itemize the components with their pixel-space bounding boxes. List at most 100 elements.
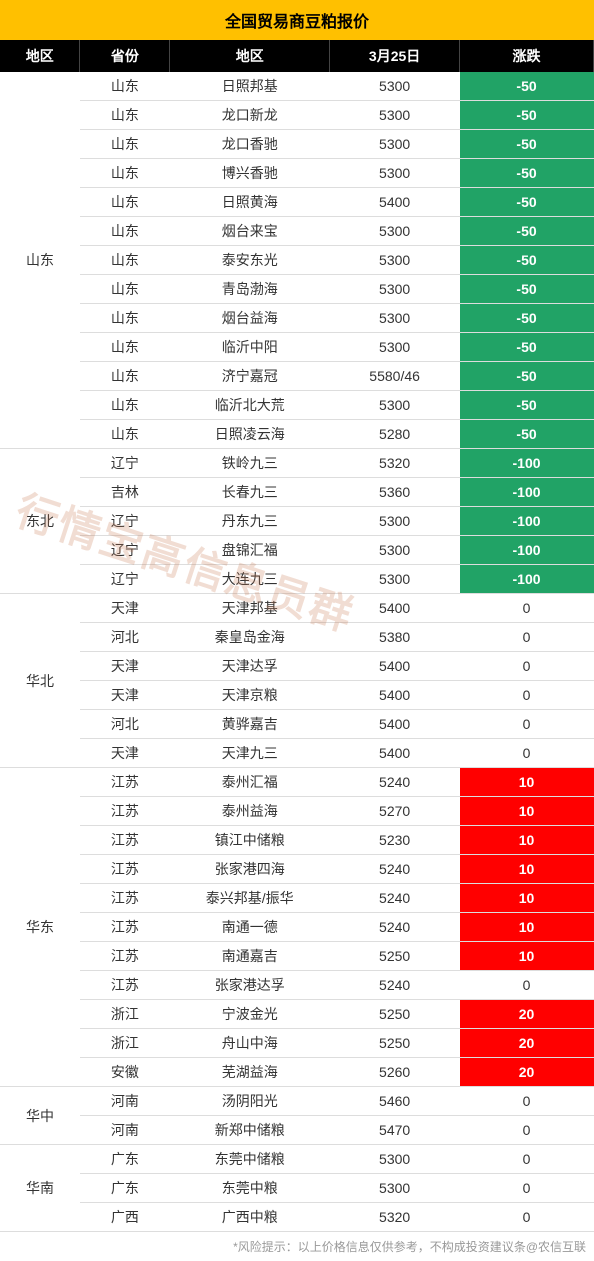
price-cell: 5580/46: [330, 362, 460, 391]
province-cell: 山东: [80, 246, 170, 275]
location-cell: 泰州汇福: [170, 768, 330, 797]
price-cell: 5360: [330, 478, 460, 507]
change-cell: -50: [460, 420, 594, 449]
table-row: 河南新郑中储粮54700: [0, 1116, 594, 1145]
table-row: 山东龙口香驰5300-50: [0, 130, 594, 159]
location-cell: 长春九三: [170, 478, 330, 507]
price-cell: 5300: [330, 333, 460, 362]
table-row: 山东泰安东光5300-50: [0, 246, 594, 275]
location-cell: 南通一德: [170, 913, 330, 942]
table-row: 江苏泰兴邦基/振华524010: [0, 884, 594, 913]
table-row: 华中河南汤阴阳光54600: [0, 1087, 594, 1116]
location-cell: 大连九三: [170, 565, 330, 594]
price-cell: 5320: [330, 1203, 460, 1232]
table-row: 辽宁盘锦汇福5300-100: [0, 536, 594, 565]
table-row: 山东山东日照邦基5300-50: [0, 72, 594, 101]
price-cell: 5300: [330, 101, 460, 130]
location-cell: 舟山中海: [170, 1029, 330, 1058]
price-cell: 5230: [330, 826, 460, 855]
change-cell: -100: [460, 507, 594, 536]
province-cell: 江苏: [80, 913, 170, 942]
location-cell: 天津京粮: [170, 681, 330, 710]
price-cell: 5300: [330, 304, 460, 333]
location-cell: 博兴香驰: [170, 159, 330, 188]
location-cell: 泰兴邦基/振华: [170, 884, 330, 913]
table-row: 山东青岛渤海5300-50: [0, 275, 594, 304]
th-location: 地区: [170, 40, 330, 72]
table-row: 辽宁大连九三5300-100: [0, 565, 594, 594]
price-cell: 5400: [330, 652, 460, 681]
location-cell: 青岛渤海: [170, 275, 330, 304]
change-cell: -50: [460, 101, 594, 130]
location-cell: 汤阴阳光: [170, 1087, 330, 1116]
table-row: 天津天津京粮54000: [0, 681, 594, 710]
region-cell: 山东: [0, 72, 80, 449]
province-cell: 江苏: [80, 826, 170, 855]
price-cell: 5400: [330, 188, 460, 217]
province-cell: 天津: [80, 594, 170, 623]
table-row: 华北天津天津邦基54000: [0, 594, 594, 623]
table-row: 华南广东东莞中储粮53000: [0, 1145, 594, 1174]
price-cell: 5300: [330, 391, 460, 420]
price-table: 地区 省份 地区 3月25日 涨跌 山东山东日照邦基5300-50山东龙口新龙5…: [0, 40, 594, 1232]
province-cell: 江苏: [80, 971, 170, 1000]
change-cell: -100: [460, 565, 594, 594]
province-cell: 广东: [80, 1145, 170, 1174]
province-cell: 山东: [80, 159, 170, 188]
change-cell: 10: [460, 913, 594, 942]
location-cell: 新郑中储粮: [170, 1116, 330, 1145]
price-cell: 5300: [330, 1174, 460, 1203]
region-cell: 华南: [0, 1145, 80, 1232]
price-cell: 5300: [330, 159, 460, 188]
location-cell: 丹东九三: [170, 507, 330, 536]
change-cell: 0: [460, 1116, 594, 1145]
table-row: 山东烟台益海5300-50: [0, 304, 594, 333]
province-cell: 山东: [80, 391, 170, 420]
location-cell: 龙口香驰: [170, 130, 330, 159]
province-cell: 广西: [80, 1203, 170, 1232]
price-cell: 5240: [330, 971, 460, 1000]
change-cell: 0: [460, 710, 594, 739]
province-cell: 辽宁: [80, 565, 170, 594]
location-cell: 盘锦汇福: [170, 536, 330, 565]
price-cell: 5470: [330, 1116, 460, 1145]
table-row: 天津天津九三54000: [0, 739, 594, 768]
table-row: 山东烟台来宝5300-50: [0, 217, 594, 246]
change-cell: 0: [460, 594, 594, 623]
location-cell: 天津邦基: [170, 594, 330, 623]
price-cell: 5300: [330, 217, 460, 246]
province-cell: 山东: [80, 275, 170, 304]
change-cell: 0: [460, 1203, 594, 1232]
location-cell: 南通嘉吉: [170, 942, 330, 971]
change-cell: 10: [460, 942, 594, 971]
change-cell: 0: [460, 681, 594, 710]
location-cell: 黄骅嘉吉: [170, 710, 330, 739]
change-cell: -100: [460, 449, 594, 478]
location-cell: 临沂北大荒: [170, 391, 330, 420]
change-cell: 0: [460, 1174, 594, 1203]
price-cell: 5300: [330, 275, 460, 304]
location-cell: 龙口新龙: [170, 101, 330, 130]
change-cell: -100: [460, 536, 594, 565]
change-cell: 10: [460, 855, 594, 884]
change-cell: 10: [460, 826, 594, 855]
change-cell: 10: [460, 797, 594, 826]
header-row: 地区 省份 地区 3月25日 涨跌: [0, 40, 594, 72]
change-cell: -50: [460, 275, 594, 304]
change-cell: 20: [460, 1029, 594, 1058]
footer-disclaimer: *风险提示：以上价格信息仅供参考，不构成投资建议条@农信互联: [0, 1232, 594, 1261]
change-cell: 20: [460, 1000, 594, 1029]
province-cell: 江苏: [80, 855, 170, 884]
province-cell: 山东: [80, 188, 170, 217]
price-cell: 5300: [330, 536, 460, 565]
province-cell: 山东: [80, 130, 170, 159]
table-row: 江苏泰州益海527010: [0, 797, 594, 826]
price-cell: 5400: [330, 681, 460, 710]
province-cell: 山东: [80, 304, 170, 333]
province-cell: 安徽: [80, 1058, 170, 1087]
location-cell: 芜湖益海: [170, 1058, 330, 1087]
location-cell: 东莞中储粮: [170, 1145, 330, 1174]
change-cell: -50: [460, 246, 594, 275]
province-cell: 山东: [80, 333, 170, 362]
table-row: 河北秦皇岛金海53800: [0, 623, 594, 652]
